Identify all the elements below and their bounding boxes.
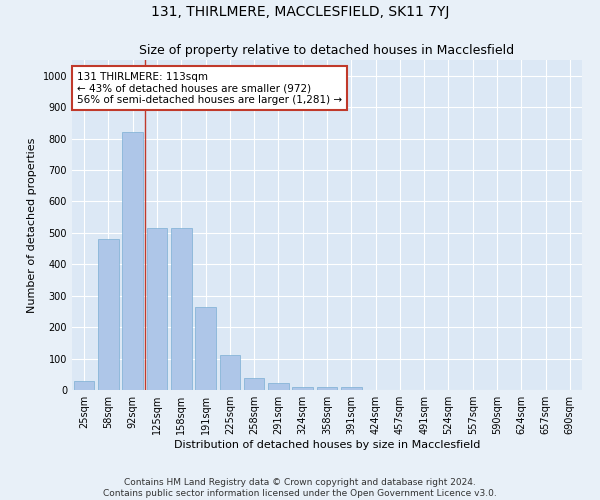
Bar [317, 388, 337, 390]
Bar [98, 239, 119, 390]
Text: 131 THIRLMERE: 113sqm
← 43% of detached houses are smaller (972)
56% of semi-det: 131 THIRLMERE: 113sqm ← 43% of detached … [77, 72, 342, 105]
Bar [171, 228, 191, 390]
Bar [146, 228, 167, 390]
Y-axis label: Number of detached properties: Number of detached properties [27, 138, 37, 312]
Bar [220, 356, 240, 390]
Bar [195, 306, 216, 390]
X-axis label: Distribution of detached houses by size in Macclesfield: Distribution of detached houses by size … [174, 440, 480, 450]
Bar [341, 388, 362, 390]
Text: 131, THIRLMERE, MACCLESFIELD, SK11 7YJ: 131, THIRLMERE, MACCLESFIELD, SK11 7YJ [151, 5, 449, 19]
Bar [122, 132, 143, 390]
Bar [244, 378, 265, 390]
Text: Contains HM Land Registry data © Crown copyright and database right 2024.
Contai: Contains HM Land Registry data © Crown c… [103, 478, 497, 498]
Bar [74, 380, 94, 390]
Title: Size of property relative to detached houses in Macclesfield: Size of property relative to detached ho… [139, 44, 515, 58]
Bar [268, 383, 289, 390]
Bar [292, 387, 313, 390]
